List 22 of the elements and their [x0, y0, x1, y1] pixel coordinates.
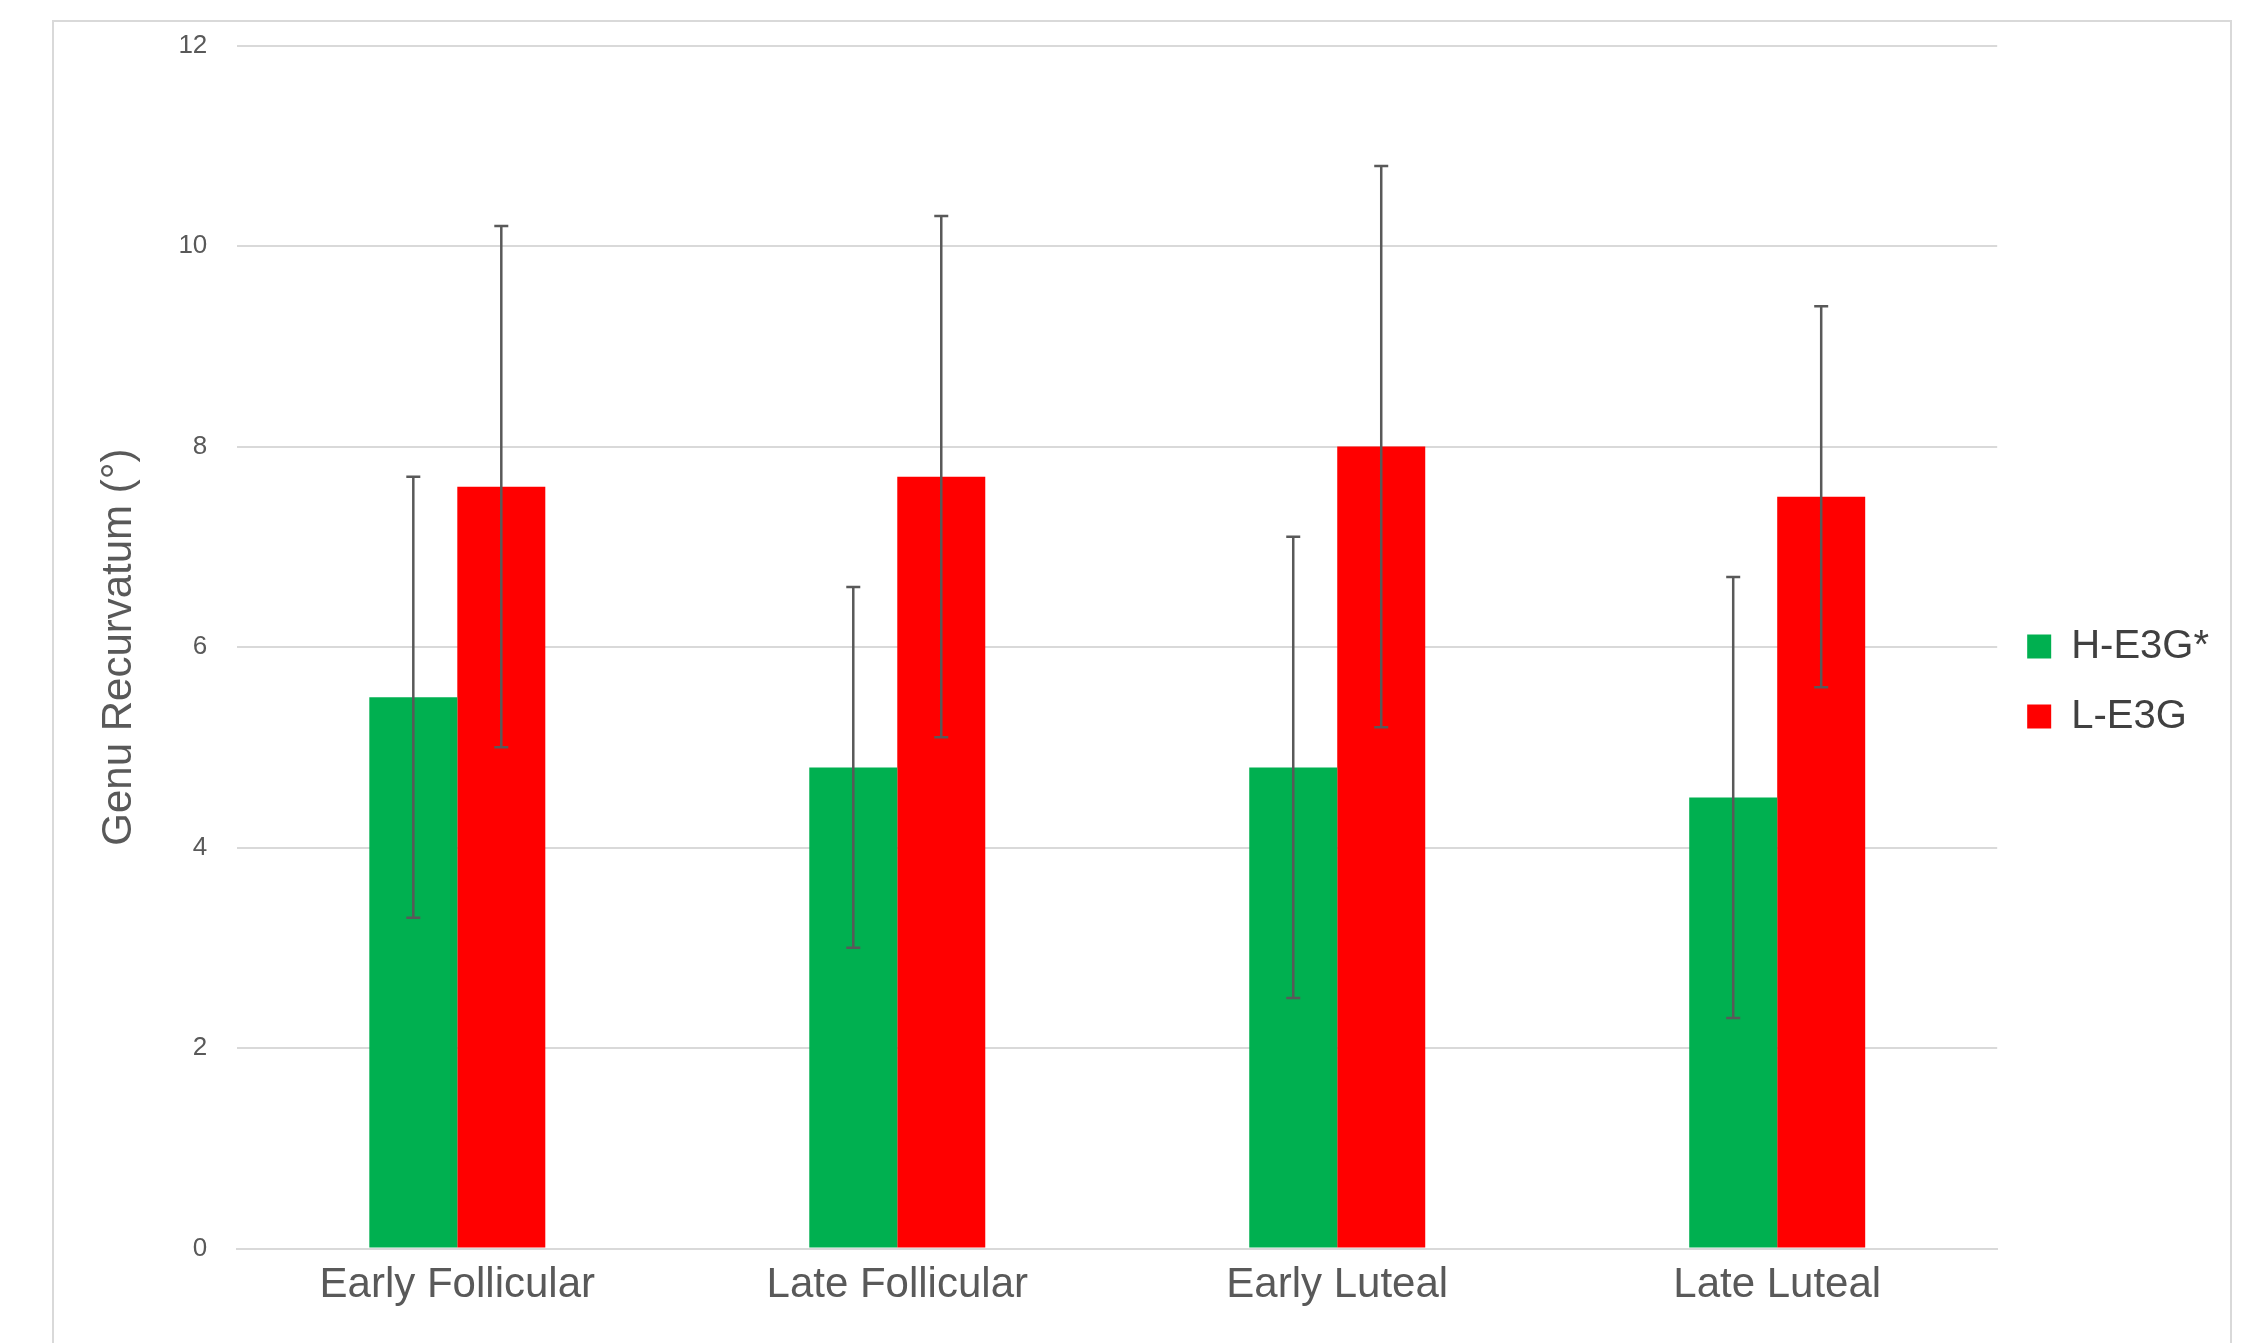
x-tick-label: Early Follicular	[319, 1259, 596, 1307]
y-tick-label: 8	[192, 429, 208, 460]
y-tick-label: 2	[192, 1031, 208, 1062]
x-tick-label: Early Luteal	[1226, 1259, 1449, 1307]
bar	[1689, 797, 1778, 1248]
bar	[369, 697, 458, 1248]
y-tick-label: 4	[192, 830, 208, 861]
y-axis-title: Genu Recurvatum (°)	[92, 448, 140, 846]
x-tick-label: Late Follicular	[766, 1259, 1028, 1307]
bar	[809, 767, 898, 1248]
y-tick-label: 12	[178, 28, 208, 59]
bar	[1249, 767, 1338, 1248]
bar	[897, 476, 986, 1248]
y-tick-label: 6	[192, 630, 208, 661]
legend-label: L-E3G	[2071, 691, 2187, 736]
y-tick-label: 0	[192, 1231, 208, 1262]
legend-label: H-E3G*	[2071, 621, 2209, 666]
bar	[1337, 446, 1426, 1248]
x-tick-label: Late Luteal	[1673, 1259, 1882, 1307]
bar	[1777, 496, 1866, 1248]
y-tick-label: 10	[178, 229, 208, 260]
bar	[457, 486, 546, 1248]
